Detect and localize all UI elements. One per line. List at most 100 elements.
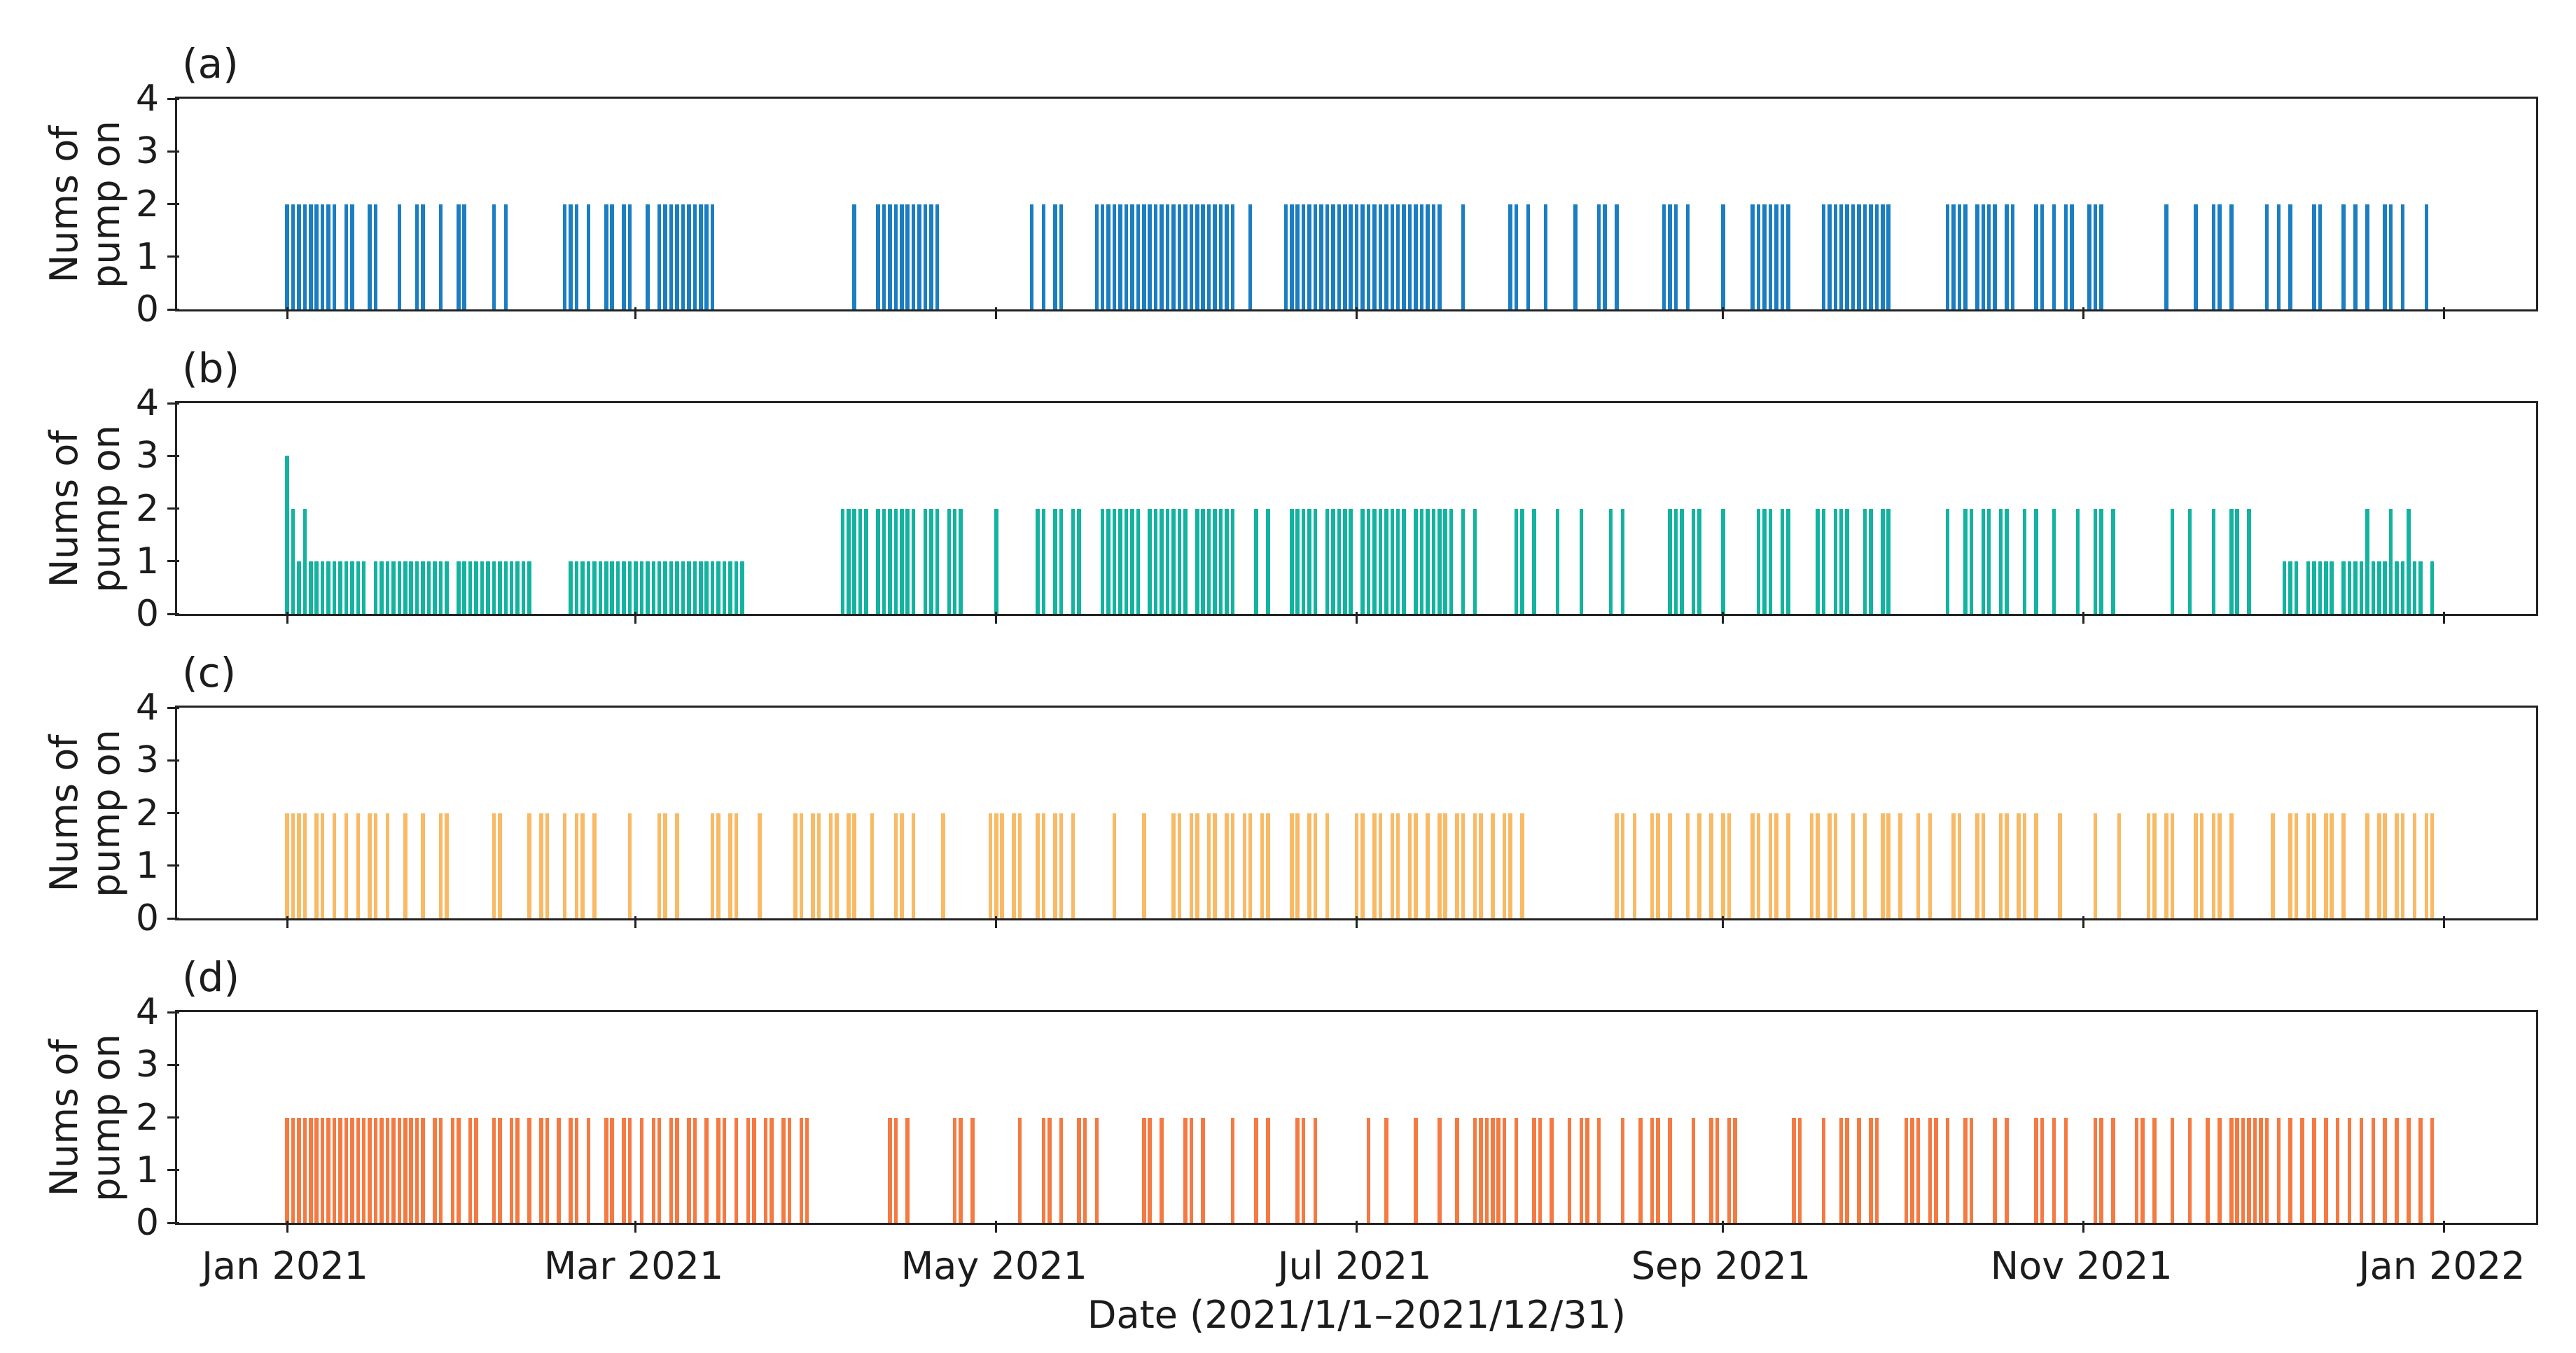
y-tick-label-0: 0	[135, 897, 159, 939]
x-tick-mark	[2082, 307, 2085, 319]
bar-day-105	[905, 508, 910, 614]
bar-day-36	[498, 561, 502, 614]
bar-day-251	[1768, 204, 1773, 309]
y-tick-label-1: 1	[135, 235, 159, 278]
bar-day-3	[302, 508, 307, 614]
bar-day-183	[1366, 508, 1371, 614]
bar-day-141	[1118, 508, 1122, 614]
bar-day-29	[457, 204, 461, 309]
bar-day-194	[1431, 508, 1436, 614]
bar-day-152	[1183, 204, 1188, 309]
bar-day-236	[1680, 508, 1684, 614]
bar-day-282	[1951, 813, 1956, 918]
bar-day-191	[1414, 508, 1418, 614]
y-tick-mark	[167, 917, 179, 920]
bar-day-8	[332, 1117, 337, 1223]
x-tick-mark	[286, 612, 288, 624]
bar-day-172	[1301, 204, 1306, 309]
bar-day-5	[314, 1117, 319, 1223]
bar-day-2	[297, 813, 301, 918]
y-tick-mark	[167, 560, 179, 563]
bar-day-154	[1195, 813, 1199, 918]
bar-day-56	[615, 561, 620, 614]
bar-day-6	[320, 204, 325, 309]
bar-day-190	[1407, 204, 1412, 309]
bar-day-165	[1260, 813, 1265, 918]
bar-day-267	[1863, 508, 1867, 614]
bar-day-143	[1130, 204, 1134, 309]
bar-day-319	[2170, 813, 2175, 918]
bar-day-232	[1656, 813, 1660, 918]
y-tick-mark	[167, 1221, 179, 1224]
bar-day-15	[373, 1117, 378, 1223]
bar-day-195	[1437, 813, 1442, 918]
bar-day-49	[574, 561, 579, 614]
bar-day-133	[1071, 508, 1075, 614]
bar-day-286	[1975, 813, 1979, 918]
bar-day-262	[1833, 204, 1838, 309]
bar-day-74	[722, 1117, 727, 1223]
bar-day-102	[888, 204, 892, 309]
bar-day-7	[326, 561, 330, 614]
bar-day-319	[2170, 508, 2175, 614]
bar-day-54	[604, 204, 608, 309]
bar-day-212	[1538, 1117, 1543, 1223]
bar-day-65	[669, 561, 674, 614]
bar-day-215	[1555, 508, 1560, 614]
bar-day-163	[1248, 204, 1253, 309]
bar-day-238	[1691, 508, 1696, 614]
bar-day-73	[716, 561, 720, 614]
bar-day-103	[893, 1117, 898, 1223]
bar-day-20	[403, 561, 408, 614]
bar-day-142	[1124, 508, 1129, 614]
bar-day-110	[935, 508, 940, 614]
bar-day-307	[2099, 508, 2103, 614]
bar-day-171	[1295, 813, 1300, 918]
x-tick-mark	[634, 1221, 637, 1233]
bar-day-306	[2093, 813, 2098, 918]
bar-day-222	[1596, 204, 1601, 309]
bar-day-16	[380, 561, 384, 614]
bar-day-208	[1514, 204, 1519, 309]
bar-day-326	[2211, 204, 2216, 309]
bar-day-30	[462, 204, 466, 309]
bar-day-195	[1437, 508, 1442, 614]
bar-day-63	[657, 813, 662, 918]
bar-day-185	[1378, 508, 1383, 614]
bar-day-186	[1384, 204, 1388, 309]
bar-day-276	[1916, 813, 1921, 918]
bar-day-103	[893, 813, 898, 918]
bar-day-77	[740, 561, 744, 614]
bar-day-264	[1845, 508, 1849, 614]
bar-day-48	[569, 561, 573, 614]
bar-day-48	[569, 204, 573, 309]
bar-day-89	[811, 813, 815, 918]
bar-day-151	[1177, 508, 1182, 614]
bar-day-166	[1266, 1117, 1270, 1223]
bar-day-44	[545, 1117, 550, 1223]
bar-day-139	[1106, 508, 1111, 614]
bar-day-134	[1077, 1117, 1081, 1223]
bar-day-261	[1827, 813, 1832, 918]
bar-day-110	[935, 204, 940, 309]
bar-day-262	[1833, 508, 1838, 614]
bar-day-284	[1963, 204, 1968, 309]
bar-day-60	[639, 561, 644, 614]
bar-day-318	[2164, 813, 2168, 918]
bar-day-201	[1473, 508, 1477, 614]
bar-day-339	[2288, 813, 2292, 918]
bar-day-179	[1343, 204, 1347, 309]
bar-day-82	[770, 1117, 774, 1223]
bar-day-29	[457, 561, 461, 614]
bar-day-128	[1041, 813, 1046, 918]
bar-day-23	[421, 1117, 425, 1223]
bar-day-4	[309, 561, 313, 614]
bar-day-141	[1118, 204, 1122, 309]
bar-day-37	[503, 204, 508, 309]
bar-day-271	[1886, 204, 1891, 309]
bar-day-26	[438, 204, 443, 309]
bar-day-316	[2152, 813, 2157, 918]
bar-day-62	[651, 1117, 656, 1223]
bar-day-330	[2235, 1117, 2239, 1223]
bar-day-10	[344, 204, 349, 309]
